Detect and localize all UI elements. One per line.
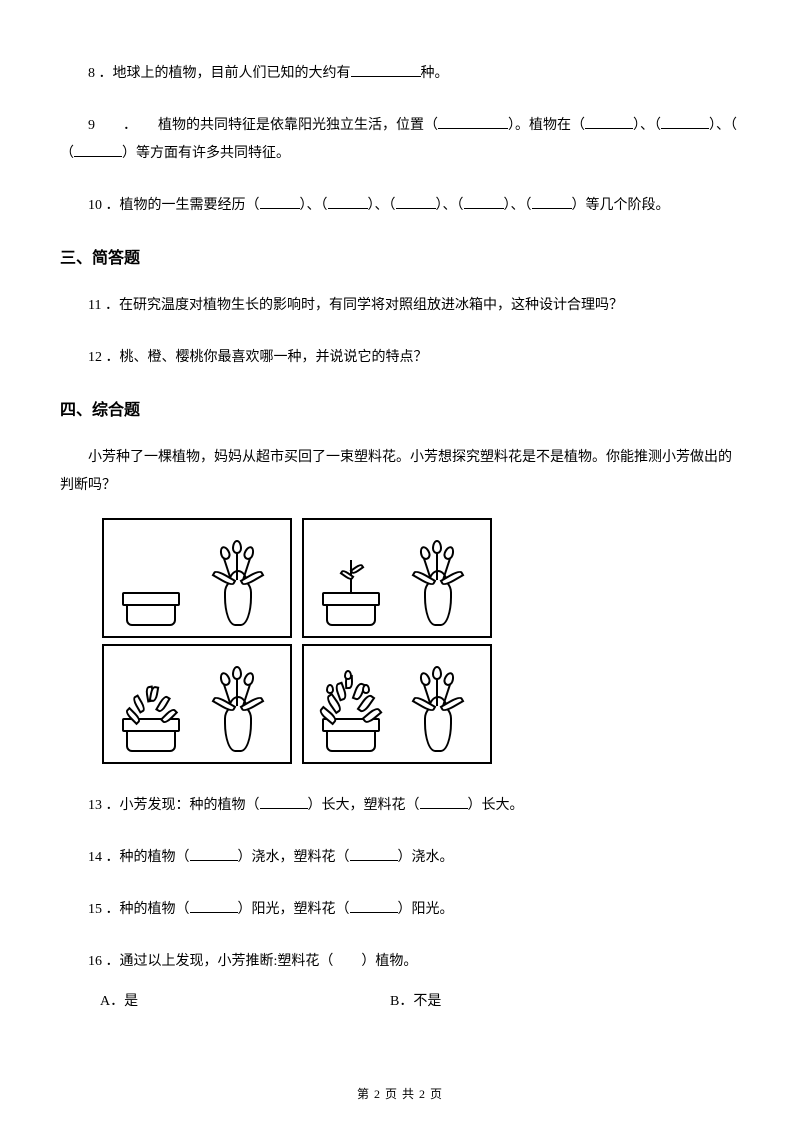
- blank: [585, 113, 633, 129]
- q14-text-c: ）浇水。: [398, 850, 454, 865]
- blank: [661, 113, 709, 129]
- option-b: B．不是: [390, 990, 441, 1010]
- q8-text-b: 种。: [421, 66, 449, 81]
- q12-num: 12: [88, 350, 102, 365]
- q10-text-c: ）、（: [368, 198, 396, 213]
- blank: [350, 897, 398, 913]
- q8-num: 8: [88, 66, 95, 81]
- q10-text-f: ）等几个阶段。: [572, 198, 670, 213]
- q12-text: ．桃、橙、樱桃你最喜欢哪一种，并说说它的特点？: [106, 350, 428, 365]
- page-footer: 第 2 页 共 2 页: [0, 1085, 800, 1102]
- q13-text-a: ．小芳发现：种的植物（: [106, 798, 260, 813]
- q9-text-b: ）。植物在（: [508, 118, 585, 133]
- question-15: 15 ．种的植物（ ）阳光，塑料花（ ）阳光。: [60, 896, 740, 924]
- blank: [396, 193, 436, 209]
- blank: [532, 193, 572, 209]
- q15-text-c: ）阳光。: [398, 902, 454, 917]
- q15-text-a: ．种的植物（: [106, 902, 190, 917]
- q13-num: 13: [88, 798, 102, 813]
- blank: [350, 845, 398, 861]
- blank: [260, 793, 308, 809]
- blank: [438, 113, 508, 129]
- question-9: 9 ． 植物的共同特征是依靠阳光独立生活，位置（）。植物在（）、（）、（ （）等…: [60, 112, 740, 168]
- blank: [328, 193, 368, 209]
- q14-text-b: ）浇水，塑料花（: [238, 850, 350, 865]
- q16-text-a: ．通过以上发现，小芳推断:塑料花（ ）植物。: [106, 954, 418, 969]
- q11-num: 11: [88, 298, 101, 313]
- q10-text-a: ．植物的一生需要经历（: [106, 198, 260, 213]
- question-12: 12 ．桃、橙、樱桃你最喜欢哪一种，并说说它的特点？: [60, 344, 740, 372]
- q10-text-e: ）、（: [504, 198, 532, 213]
- image-cell-2: [302, 518, 492, 638]
- blank: [74, 141, 122, 157]
- image-row-2: [102, 644, 740, 764]
- q10-text-d: ）、（: [436, 198, 464, 213]
- q15-num: 15: [88, 902, 102, 917]
- q16-num: 16: [88, 954, 102, 969]
- question-13: 13 ．小芳发现：种的植物（ ）长大，塑料花（ ）长大。: [60, 792, 740, 820]
- q16-options: A．是 B．不是: [60, 990, 740, 1010]
- question-14: 14 ．种的植物（ ）浇水，塑料花（ ）浇水。: [60, 844, 740, 872]
- question-10: 10 ．植物的一生需要经历（ ）、（ ）、（ ）、（ ）、（ ）等几个阶段。: [60, 192, 740, 220]
- q9-text-c: ）、（: [633, 118, 661, 133]
- q15-text-b: ）阳光，塑料花（: [238, 902, 350, 917]
- question-16: 16 ．通过以上发现，小芳推断:塑料花（ ）植物。: [60, 948, 740, 976]
- question-8: 8 ．地球上的植物，目前人们已知的大约有 种。: [60, 60, 740, 88]
- blank: [420, 793, 468, 809]
- blank: [190, 845, 238, 861]
- question-11: 11 ．在研究温度对植物生长的影响时，有同学将对照组放进冰箱中，这种设计合理吗？: [60, 292, 740, 320]
- q11-text: ．在研究温度对植物生长的影响时，有同学将对照组放进冰箱中，这种设计合理吗？: [105, 298, 623, 313]
- q14-num: 14: [88, 850, 102, 865]
- q9-text-d: ）、（: [709, 118, 737, 133]
- intro-paragraph: 小芳种了一棵植物，妈妈从超市买回了一束塑料花。小芳想探究塑料花是不是植物。你能推…: [60, 444, 740, 500]
- q13-text-b: ）长大，塑料花（: [308, 798, 420, 813]
- image-cell-4: [302, 644, 492, 764]
- blank: [190, 897, 238, 913]
- q10-text-b: ）、（: [300, 198, 328, 213]
- q9-num: 9: [88, 118, 95, 133]
- section-4-title: 四、综合题: [60, 396, 740, 420]
- q10-num: 10: [88, 198, 102, 213]
- q13-text-c: ）长大。: [468, 798, 524, 813]
- image-cell-1: [102, 518, 292, 638]
- image-row-1: [102, 518, 740, 638]
- option-a: A．是: [100, 990, 390, 1010]
- q8-text-a: ．地球上的植物，目前人们已知的大约有: [99, 66, 351, 81]
- blank: [260, 193, 300, 209]
- q9-text-e: ）等方面有许多共同特征。: [122, 146, 290, 161]
- q14-text-a: ．种的植物（: [106, 850, 190, 865]
- image-cell-3: [102, 644, 292, 764]
- section-3-title: 三、简答题: [60, 244, 740, 268]
- plant-image-grid: [102, 518, 740, 764]
- q9-text-a: ． 植物的共同特征是依靠阳光独立生活，位置（: [95, 118, 438, 133]
- blank: [464, 193, 504, 209]
- blank: [351, 61, 421, 77]
